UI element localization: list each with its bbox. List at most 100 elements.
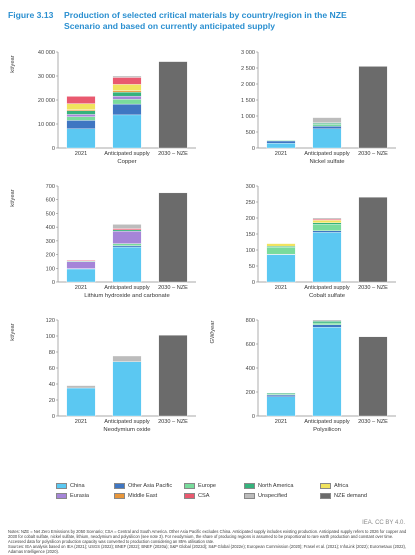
legend-label: NZE demand bbox=[334, 493, 367, 499]
x-tick-label: 2030 – NZE bbox=[358, 419, 388, 425]
bar-segment-other-asia-pacific bbox=[266, 140, 296, 144]
bar-segment-china bbox=[112, 246, 142, 283]
legend-label: Africa bbox=[334, 483, 349, 489]
legend-swatch bbox=[244, 492, 255, 499]
bar-segment-unspecified bbox=[112, 355, 142, 362]
bar-segment-europe bbox=[312, 224, 342, 231]
x-tick-label: 2021 bbox=[275, 285, 287, 291]
bar-segment-nze-demand bbox=[158, 192, 188, 283]
x-tick-label: 2021 bbox=[275, 151, 287, 157]
legend-item-eurasia: Eurasia bbox=[56, 492, 89, 500]
figure-number: Figure 3.13 bbox=[8, 10, 54, 20]
bar-segment-eurasia bbox=[112, 231, 142, 244]
y-tick-label: 400 bbox=[46, 225, 55, 231]
bar-segment-unspecified bbox=[312, 217, 342, 220]
x-tick-label: 2030 – NZE bbox=[158, 151, 188, 157]
bar-segment-unspecified bbox=[112, 75, 142, 78]
notes-and-sources: Notes: NZE = Net Zero Emissions by 2050 … bbox=[8, 529, 408, 555]
legend-swatch bbox=[114, 482, 125, 489]
x-tick-label: 2030 – NZE bbox=[158, 285, 188, 291]
x-tick-label: 2030 – NZE bbox=[358, 151, 388, 157]
bar-segment-north-america bbox=[312, 321, 342, 324]
bar-segment-csa bbox=[112, 228, 142, 231]
bar-segment-north-america bbox=[112, 91, 142, 97]
bar-segment-other-asia-pacific bbox=[312, 324, 342, 328]
legend-item-nze-demand: NZE demand bbox=[320, 492, 367, 500]
y-tick-label: 30 000 bbox=[38, 74, 55, 80]
bar-segment-africa bbox=[66, 103, 96, 110]
x-tick-label: Anticipated supply bbox=[304, 419, 350, 425]
bar-segment-north-america bbox=[266, 392, 296, 395]
credit-line: IEA. CC BY 4.0. bbox=[362, 520, 405, 526]
y-axis-title: kt/year bbox=[10, 55, 16, 72]
y-tick-label: 600 bbox=[46, 198, 55, 204]
bar-segment-middle-east bbox=[66, 109, 96, 111]
bar-segment-other-asia-pacific bbox=[66, 120, 96, 129]
bar-segment-europe bbox=[112, 243, 142, 246]
chart-legend: China Other Asia Pacific Europe North Ameri… bbox=[56, 482, 406, 510]
y-tick-label: 1 500 bbox=[241, 98, 255, 104]
y-tick-label: 120 bbox=[46, 318, 55, 324]
bar-segment-china bbox=[112, 114, 142, 149]
bar-segment-north-america bbox=[112, 229, 142, 232]
bar-segment-china bbox=[266, 143, 296, 149]
bar-segment-other-asia-pacific bbox=[312, 230, 342, 233]
x-tick-label: Anticipated supply bbox=[304, 151, 350, 157]
y-tick-label: 250 bbox=[246, 200, 255, 206]
bar-segment-north-america bbox=[66, 110, 96, 115]
bar-segment-europe bbox=[312, 322, 342, 325]
legend-swatch bbox=[184, 482, 195, 489]
bar-segment-nze-demand bbox=[358, 66, 388, 149]
legend-label: Eurasia bbox=[70, 493, 89, 499]
y-axis-title: kt/year bbox=[10, 189, 16, 206]
bar-segment-north-america bbox=[312, 222, 342, 225]
y-tick-label: 50 bbox=[249, 264, 255, 270]
bar-segment-china bbox=[312, 232, 342, 283]
figure-title-line1: Production of selected critical material… bbox=[64, 10, 347, 20]
legend-swatch bbox=[114, 492, 125, 499]
bar-segment-nze-demand bbox=[158, 61, 188, 149]
y-tick-label: 300 bbox=[246, 184, 255, 190]
bar-segment-china bbox=[312, 128, 342, 149]
bar-segment-china bbox=[66, 128, 96, 149]
y-tick-label: 40 000 bbox=[38, 50, 55, 56]
chart-subtitle: Lithium hydroxide and carbonate bbox=[84, 293, 170, 299]
y-tick-label: 0 bbox=[52, 414, 55, 420]
bar-segment-china bbox=[266, 396, 296, 417]
chart-subtitle: Nickel sulfate bbox=[309, 159, 345, 165]
notes-paragraph: Notes: NZE = Net Zero Emissions by 2050 … bbox=[8, 529, 407, 544]
bar-segment-eurasia bbox=[66, 114, 96, 117]
chart-panel-neodymium-oxide: 0 20 40 60 80 100 120 kt/year 2021 Anticipated su… bbox=[10, 318, 196, 433]
x-tick-label: 2021 bbox=[75, 151, 87, 157]
legend-item-north-america: North America bbox=[244, 482, 293, 490]
bar-segment-china bbox=[66, 268, 96, 283]
x-tick-label: 2021 bbox=[275, 419, 287, 425]
legend-label: CSA bbox=[198, 493, 210, 499]
figure-title: Figure 3.13 Production of selected critic… bbox=[8, 10, 408, 31]
x-tick-label: 2030 – NZE bbox=[158, 419, 188, 425]
bar-segment-africa bbox=[112, 84, 142, 91]
y-tick-label: 700 bbox=[46, 184, 55, 190]
y-tick-label: 0 bbox=[252, 146, 255, 152]
figure-title-line2: Scenario and based on currently anticipa… bbox=[64, 20, 276, 31]
chart-panel-copper: 0 10 000 20 000 30 000 40 000 kt/year 2021 Anti… bbox=[10, 50, 196, 165]
legend-label: Unspecified bbox=[258, 493, 288, 499]
y-tick-label: 500 bbox=[246, 130, 255, 136]
bar-segment-europe bbox=[266, 140, 296, 142]
y-tick-label: 200 bbox=[246, 390, 255, 396]
y-tick-label: 1 000 bbox=[241, 114, 255, 120]
bar-segment-middle-east bbox=[112, 90, 142, 93]
y-tick-label: 100 bbox=[246, 248, 255, 254]
chart-subtitle: Copper bbox=[117, 159, 136, 165]
y-axis-title: kt/year bbox=[10, 323, 16, 340]
bar-segment-unspecified bbox=[312, 319, 342, 322]
legend-swatch bbox=[320, 482, 331, 489]
legend-item-africa: Africa bbox=[320, 482, 348, 490]
chart-panel-cobalt-sulfate: 0 50 100 150 200 250 300 2021 Anticipated supply… bbox=[246, 184, 396, 299]
chart-subtitle: Cobalt sulfate bbox=[309, 293, 346, 299]
bar-segment-africa bbox=[266, 243, 296, 247]
bar-segment-nze-demand bbox=[358, 197, 388, 283]
legend-item-csa: CSA bbox=[184, 492, 210, 500]
y-tick-label: 100 bbox=[46, 334, 55, 340]
